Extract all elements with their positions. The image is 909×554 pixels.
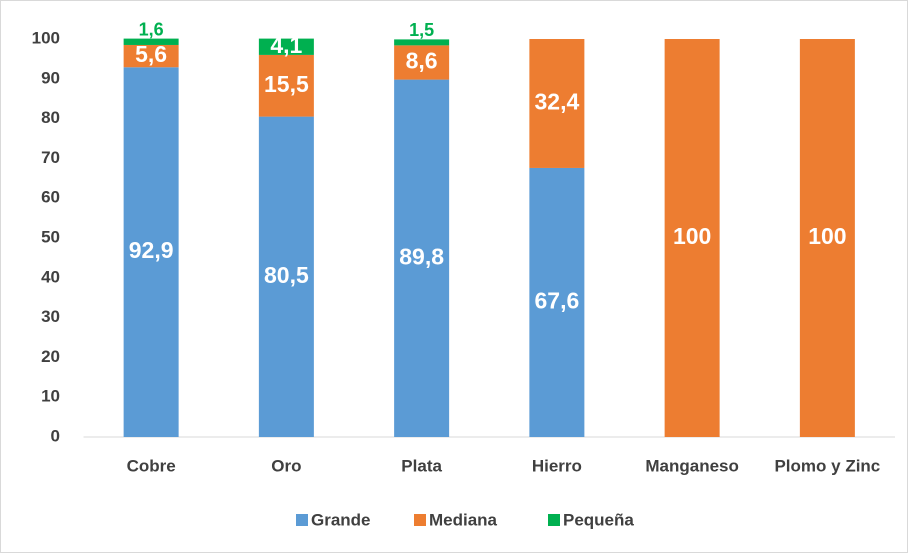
data-label: 67,6 (534, 288, 579, 314)
data-label: 4,1 (270, 32, 302, 58)
x-tick-label: Plata (401, 456, 442, 475)
data-label: 1,5 (409, 20, 434, 40)
legend-swatch (414, 514, 426, 526)
bar-segment (394, 79, 450, 437)
bar-segment (529, 167, 585, 437)
bar-segment (258, 38, 314, 55)
y-tick-label: 70 (41, 148, 60, 167)
legend-label: Mediana (429, 510, 498, 529)
bar-segment (123, 44, 179, 68)
data-label: 100 (673, 223, 711, 249)
bar-segment (258, 116, 314, 438)
data-label: 15,5 (264, 71, 309, 97)
data-label: 100 (808, 223, 846, 249)
bar-segment (394, 39, 450, 46)
legend-swatch (548, 514, 560, 526)
data-label: 80,5 (264, 262, 309, 288)
bar-segment (529, 39, 585, 168)
x-tick-label: Plomo y Zinc (774, 456, 880, 475)
bar-segment (123, 38, 179, 45)
data-label: 92,9 (129, 237, 174, 263)
y-tick-label: 10 (41, 387, 60, 406)
bar-segment (258, 54, 314, 117)
y-tick-label: 100 (32, 28, 60, 47)
legend-swatch (296, 514, 308, 526)
y-tick-label: 50 (41, 227, 60, 246)
y-tick-label: 60 (41, 188, 60, 207)
legend-label: Pequeña (563, 510, 634, 529)
x-tick-label: Cobre (127, 456, 176, 475)
bar-segment (394, 45, 450, 80)
data-label: 8,6 (406, 48, 438, 74)
bar-segment (123, 67, 179, 438)
x-tick-label: Oro (271, 456, 301, 475)
y-tick-label: 20 (41, 347, 60, 366)
bar-segment (799, 39, 855, 437)
data-label: 89,8 (399, 243, 444, 269)
data-label: 32,4 (534, 89, 579, 115)
x-tick-label: Manganeso (645, 456, 739, 475)
y-tick-label: 90 (41, 68, 60, 87)
data-label: 5,6 (135, 41, 167, 67)
bar-segment (664, 39, 720, 437)
legend-label: Grande (311, 510, 371, 529)
y-tick-label: 0 (51, 426, 60, 445)
y-tick-label: 80 (41, 108, 60, 127)
x-tick-label: Hierro (532, 456, 582, 475)
y-tick-label: 30 (41, 307, 60, 326)
data-label: 1,6 (139, 19, 164, 39)
y-tick-label: 40 (41, 267, 60, 286)
